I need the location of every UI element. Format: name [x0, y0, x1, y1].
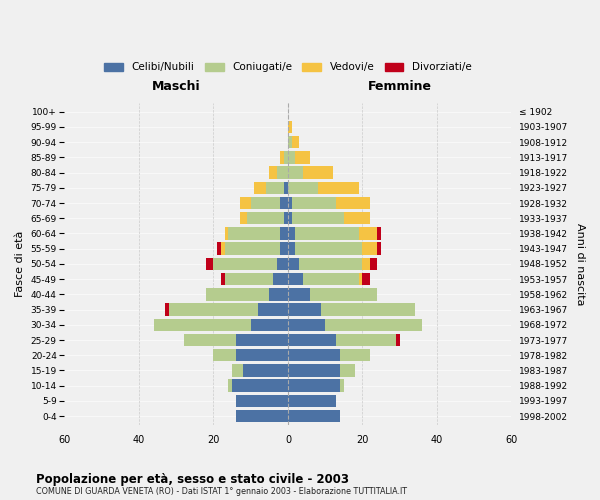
Bar [359, 227, 377, 239]
Bar [340, 380, 344, 392]
Bar [295, 242, 362, 255]
Bar [214, 349, 236, 362]
Bar [243, 364, 288, 376]
Bar [224, 273, 273, 285]
Bar [284, 212, 288, 224]
Bar [322, 304, 415, 316]
Text: Maschi: Maschi [152, 80, 200, 94]
Bar [221, 242, 224, 255]
Bar [288, 166, 303, 179]
Bar [303, 166, 332, 179]
Bar [344, 212, 370, 224]
Bar [214, 258, 277, 270]
Bar [206, 288, 269, 300]
Bar [288, 288, 310, 300]
Bar [224, 227, 229, 239]
Bar [277, 258, 288, 270]
Bar [169, 304, 258, 316]
Text: Popolazione per età, sesso e stato civile - 2003: Popolazione per età, sesso e stato civil… [36, 472, 349, 486]
Bar [295, 227, 359, 239]
Bar [288, 242, 295, 255]
Bar [288, 410, 340, 422]
Bar [288, 197, 292, 209]
Bar [269, 288, 288, 300]
Bar [247, 212, 284, 224]
Bar [288, 212, 292, 224]
Bar [288, 120, 292, 133]
Bar [340, 349, 370, 362]
Bar [299, 258, 362, 270]
Text: COMUNE DI GUARDA VENETA (RO) - Dati ISTAT 1° gennaio 2003 - Elaborazione TUTTITA: COMUNE DI GUARDA VENETA (RO) - Dati ISTA… [36, 488, 407, 496]
Bar [229, 227, 280, 239]
Bar [284, 182, 288, 194]
Bar [288, 304, 322, 316]
Bar [232, 364, 243, 376]
Bar [325, 318, 422, 331]
Y-axis label: Fasce di età: Fasce di età [15, 230, 25, 297]
Bar [292, 197, 337, 209]
Bar [154, 318, 251, 331]
Bar [280, 242, 288, 255]
Bar [370, 258, 377, 270]
Bar [340, 364, 355, 376]
Bar [236, 394, 288, 407]
Legend: Celibi/Nubili, Coniugati/e, Vedovi/e, Divorziati/e: Celibi/Nubili, Coniugati/e, Vedovi/e, Di… [101, 60, 475, 76]
Bar [295, 151, 310, 164]
Text: Femmine: Femmine [368, 80, 431, 94]
Bar [288, 136, 292, 148]
Bar [277, 166, 288, 179]
Bar [288, 334, 337, 346]
Bar [377, 227, 381, 239]
Bar [288, 182, 318, 194]
Bar [266, 182, 284, 194]
Bar [292, 212, 344, 224]
Bar [310, 288, 377, 300]
Bar [217, 242, 221, 255]
Bar [337, 334, 396, 346]
Bar [359, 273, 362, 285]
Bar [337, 197, 370, 209]
Bar [362, 273, 370, 285]
Bar [236, 410, 288, 422]
Bar [165, 304, 169, 316]
Bar [362, 258, 370, 270]
Bar [288, 380, 340, 392]
Bar [232, 380, 288, 392]
Bar [221, 273, 224, 285]
Bar [229, 380, 232, 392]
Bar [362, 242, 377, 255]
Bar [377, 242, 381, 255]
Bar [206, 258, 214, 270]
Bar [292, 136, 299, 148]
Bar [318, 182, 359, 194]
Bar [284, 151, 288, 164]
Bar [288, 151, 295, 164]
Bar [239, 197, 251, 209]
Bar [273, 273, 288, 285]
Bar [251, 197, 280, 209]
Bar [288, 318, 325, 331]
Bar [280, 227, 288, 239]
Bar [288, 258, 299, 270]
Y-axis label: Anni di nascita: Anni di nascita [575, 222, 585, 305]
Bar [258, 304, 288, 316]
Bar [303, 273, 359, 285]
Bar [184, 334, 236, 346]
Bar [269, 166, 277, 179]
Bar [251, 318, 288, 331]
Bar [288, 349, 340, 362]
Bar [236, 334, 288, 346]
Bar [288, 227, 295, 239]
Bar [280, 197, 288, 209]
Bar [236, 349, 288, 362]
Bar [396, 334, 400, 346]
Bar [224, 242, 280, 255]
Bar [239, 212, 247, 224]
Bar [254, 182, 266, 194]
Bar [288, 394, 337, 407]
Bar [288, 364, 340, 376]
Bar [288, 273, 303, 285]
Bar [280, 151, 284, 164]
